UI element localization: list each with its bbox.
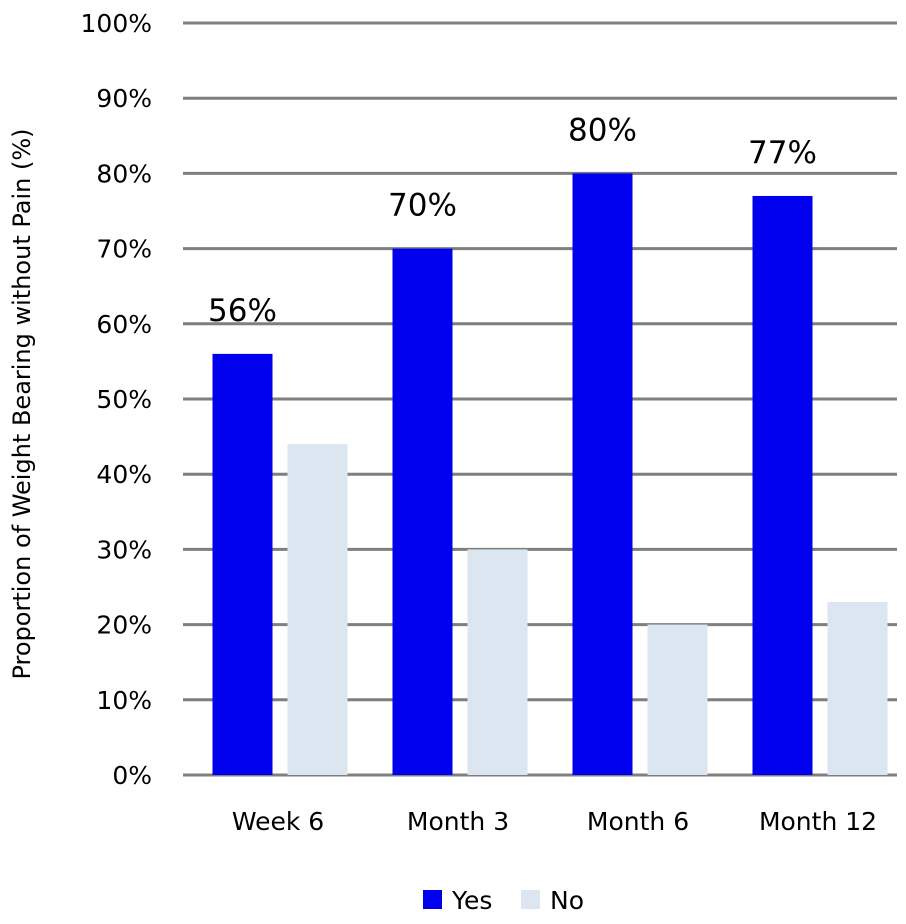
data-label: 56% — [208, 293, 277, 329]
x-tick-label: Month 12 — [759, 807, 877, 836]
legend-swatch-yes — [423, 890, 442, 909]
y-tick-label: 90% — [96, 84, 152, 113]
bar-yes-month-6 — [572, 173, 633, 775]
bar-no-month-12 — [827, 602, 888, 775]
data-labels: 56% 70% 80% 77% — [208, 112, 817, 328]
y-tick-label: 50% — [96, 385, 152, 414]
bar-no-week-6 — [287, 444, 348, 775]
legend-label-yes: Yes — [451, 886, 492, 915]
bar-no-month-6 — [647, 624, 708, 775]
x-tick-labels: Week 6 Month 3 Month 6 Month 12 — [232, 807, 877, 836]
y-tick-label: 40% — [96, 460, 152, 489]
bars — [212, 173, 888, 776]
legend-swatch-no — [521, 890, 540, 909]
y-tick-label: 70% — [96, 235, 152, 264]
bar-no-month-3 — [467, 549, 528, 775]
x-tick-label: Week 6 — [232, 807, 324, 836]
bar-yes-month-3 — [392, 248, 453, 776]
y-tick-label: 20% — [96, 611, 152, 640]
bar-yes-week-6 — [212, 353, 273, 775]
x-tick-label: Month 6 — [587, 807, 689, 836]
data-label: 80% — [568, 112, 637, 148]
y-tick-label: 0% — [112, 761, 152, 790]
y-tick-label: 30% — [96, 535, 152, 564]
data-label: 77% — [748, 135, 817, 171]
y-axis-title: Proportion of Weight Bearing without Pai… — [8, 128, 36, 679]
x-tick-label: Month 3 — [407, 807, 509, 836]
y-tick-label: 10% — [96, 686, 152, 715]
legend: Yes No — [423, 886, 584, 915]
y-tick-label: 100% — [81, 9, 152, 38]
y-tick-labels: 0% 10% 20% 30% 40% 50% 60% 70% 80% 90% 100% — [81, 9, 152, 790]
bar-yes-month-12 — [752, 195, 813, 775]
y-tick-label: 60% — [96, 310, 152, 339]
legend-label-no: No — [550, 886, 584, 915]
data-label: 70% — [388, 188, 457, 224]
y-tick-label: 80% — [96, 159, 152, 188]
